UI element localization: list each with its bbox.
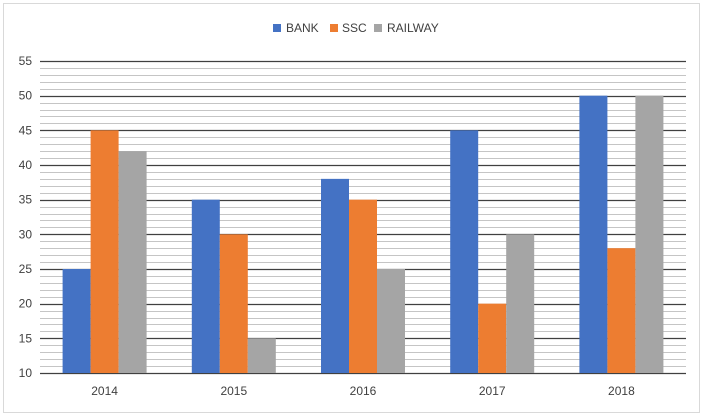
bar-ssc-2018 [607,248,636,373]
x-tick-label: 2018 [608,384,635,398]
y-tick-label: 55 [19,54,33,68]
bar-ssc-2016 [349,199,377,373]
y-tick-label: 10 [19,366,33,380]
y-tick-label: 30 [19,227,33,241]
y-tick-label: 20 [19,297,33,311]
y-tick-label: 40 [19,158,33,172]
bar-ssc-2017 [478,303,507,373]
y-tick-label: 15 [19,331,33,345]
x-tick-label: 2014 [91,384,118,398]
legend: BANK SSC RAILWAY [273,21,439,35]
y-tick-label: 35 [19,193,33,207]
legend-swatch-ssc [330,24,338,32]
bar-bank-2015 [191,199,220,373]
legend-label-ssc: SSC [342,21,367,35]
legend-label-bank: BANK [286,21,319,35]
legend-swatch-bank [273,24,281,32]
bars [62,95,664,374]
y-axis: 10 15 20 25 30 35 40 45 50 55 [19,54,33,380]
bar-ssc-2014 [90,130,119,373]
y-tick-label: 45 [19,123,33,137]
bar-railway-2018 [635,95,664,374]
x-axis: 2014 2015 2016 2017 2018 [91,384,635,398]
x-tick-label: 2015 [220,384,247,398]
legend-label-railway: RAILWAY [387,21,439,35]
bar-ssc-2015 [219,234,248,373]
bar-bank-2018 [579,95,608,374]
x-tick-label: 2016 [350,384,377,398]
bar-railway-2017 [506,234,535,373]
y-tick-label: 50 [19,89,33,103]
bar-bank-2014 [62,269,91,373]
x-tick-label: 2017 [479,384,506,398]
legend-swatch-railway [374,24,382,32]
bar-railway-2014 [118,151,147,373]
bar-railway-2015 [247,338,276,373]
bar-bank-2016 [321,178,349,373]
bar-railway-2016 [377,269,405,373]
y-tick-label: 25 [19,262,33,276]
bar-bank-2017 [450,130,479,373]
